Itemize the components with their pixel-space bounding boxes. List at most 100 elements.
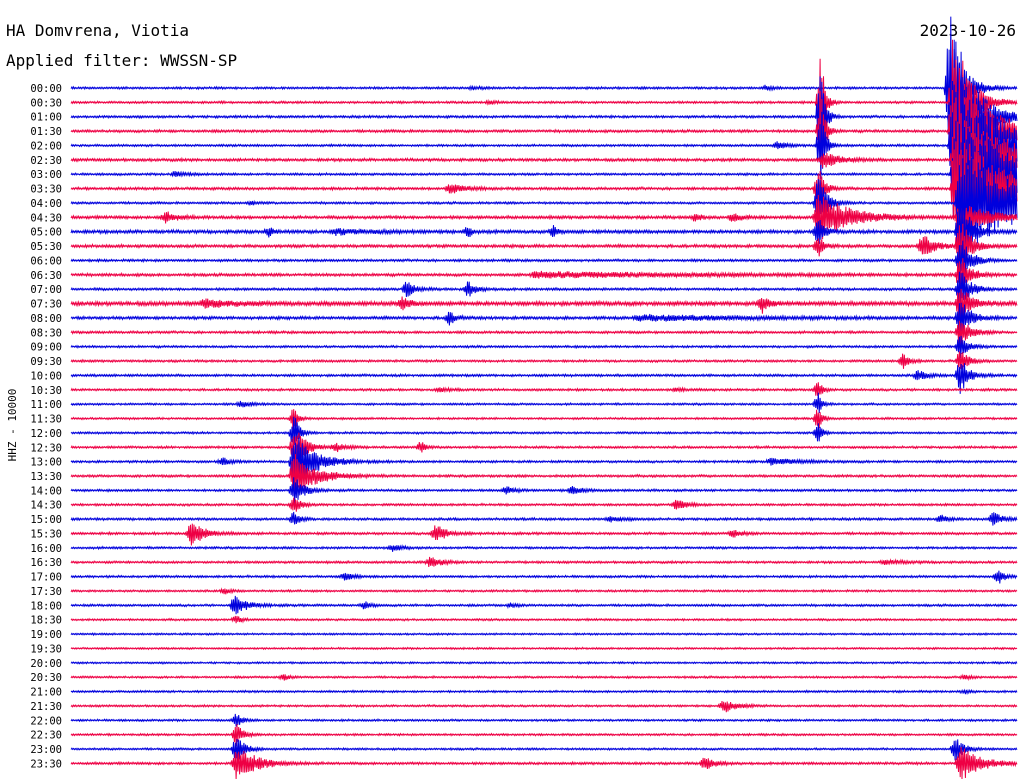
trace-line: [70, 556, 1018, 567]
trace-line: [70, 133, 1018, 238]
channel-axis-label: HHZ - 10000: [6, 389, 19, 462]
time-label: 16:30: [30, 557, 62, 569]
trace-line: [70, 511, 1018, 526]
time-label: 19:00: [30, 629, 62, 641]
time-label: 17:00: [30, 572, 62, 584]
time-label: 12:00: [30, 428, 62, 440]
trace-line: [70, 570, 1018, 584]
trace-line: [70, 409, 1018, 430]
time-label: 13:00: [30, 457, 62, 469]
time-label: 11:30: [30, 414, 62, 426]
time-label: 03:00: [30, 169, 62, 181]
time-label: 10:30: [30, 385, 62, 397]
trace-line: [70, 382, 1018, 396]
trace-line: [70, 660, 1018, 665]
time-label: 16:00: [30, 543, 62, 555]
trace-line: [70, 454, 1018, 498]
time-label: 01:00: [30, 112, 62, 124]
trace-line: [70, 157, 1018, 256]
trace-line: [70, 587, 1018, 595]
trace-line: [70, 432, 1018, 472]
trace-line: [70, 392, 1018, 414]
trace-line: [70, 39, 1018, 178]
time-label: 20:00: [30, 658, 62, 670]
time-label: 13:30: [30, 471, 62, 483]
station-title: HA Domvrena, Viotia: [6, 21, 189, 40]
time-label: 17:30: [30, 586, 62, 598]
filter-label: Applied filter: WWSSN-SP: [6, 51, 237, 70]
time-label: 09:00: [30, 342, 62, 354]
time-label: 18:30: [30, 615, 62, 627]
time-label: 01:30: [30, 126, 62, 138]
date-label: 2023-10-26: [920, 21, 1016, 40]
time-label: 22:30: [30, 730, 62, 742]
trace-line: [70, 646, 1018, 651]
trace-line: [70, 673, 1018, 682]
trace-line: [70, 302, 1018, 340]
time-label: 02:00: [30, 140, 62, 152]
time-label: 03:30: [30, 184, 62, 196]
time-label: 10:00: [30, 370, 62, 382]
trace-group: [70, 16, 1018, 780]
trace-line: [70, 738, 1018, 761]
trace-line: [70, 194, 1018, 241]
trace-line: [70, 288, 1018, 323]
trace-line: [70, 416, 1018, 446]
time-label: 23:30: [30, 758, 62, 770]
trace-line: [70, 335, 1018, 359]
trace-line: [70, 201, 1018, 260]
time-label: 21:00: [30, 687, 62, 699]
time-label: 12:30: [30, 442, 62, 454]
time-label: 14:30: [30, 500, 62, 512]
trace-line: [70, 39, 1018, 195]
trace-line: [70, 523, 1018, 546]
time-label: 23:00: [30, 744, 62, 756]
trace-line: [70, 115, 1018, 237]
trace-line: [70, 363, 1018, 394]
trace-line: [70, 351, 1018, 370]
time-label: 18:00: [30, 600, 62, 612]
trace-line: [70, 94, 1018, 217]
time-label: 05:30: [30, 241, 62, 253]
trace-line: [70, 497, 1018, 512]
trace-line: [70, 713, 1018, 727]
time-label: 08:00: [30, 313, 62, 325]
time-label: 06:30: [30, 270, 62, 282]
trace-line: [70, 437, 1018, 489]
time-tick-labels: 00:00 00:30 01:00 01:30 02:00 02:30 03:00 03:30…: [30, 83, 62, 770]
trace-line: [70, 258, 1018, 294]
trace-line: [70, 746, 1018, 780]
time-label: 04:00: [30, 198, 62, 210]
time-label: 07:30: [30, 299, 62, 311]
time-label: 15:00: [30, 514, 62, 526]
trace-line: [70, 16, 1018, 149]
time-label: 08:30: [30, 327, 62, 339]
trace-line: [70, 77, 1018, 219]
trace-line: [70, 320, 1018, 346]
time-label: 20:30: [30, 672, 62, 684]
trace-line: [70, 701, 1018, 713]
time-label: 05:00: [30, 227, 62, 239]
time-label: 21:30: [30, 701, 62, 713]
time-label: 00:30: [30, 97, 62, 109]
time-label: 09:30: [30, 356, 62, 368]
time-label: 02:30: [30, 155, 62, 167]
trace-line: [70, 595, 1018, 615]
time-label: 04:30: [30, 212, 62, 224]
time-label: 06:00: [30, 255, 62, 267]
trace-line: [70, 59, 1018, 209]
trace-line: [70, 240, 1018, 277]
time-label: 14:00: [30, 485, 62, 497]
time-label: 11:00: [30, 399, 62, 411]
trace-line: [70, 724, 1018, 747]
time-label: 19:30: [30, 643, 62, 655]
trace-line: [70, 615, 1018, 624]
trace-line: [70, 543, 1018, 552]
trace-line: [70, 688, 1018, 696]
trace-line: [70, 223, 1018, 276]
time-label: 22:00: [30, 715, 62, 727]
time-label: 07:00: [30, 284, 62, 296]
time-label: 00:00: [30, 83, 62, 95]
time-label: 15:30: [30, 528, 62, 540]
